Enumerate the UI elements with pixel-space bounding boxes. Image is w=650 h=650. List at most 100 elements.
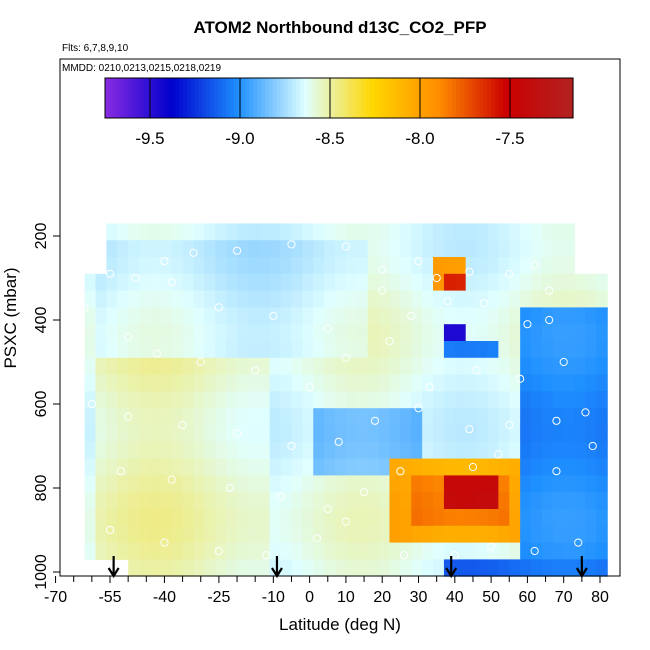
heatmap-cell (356, 307, 369, 325)
sample-point (516, 374, 525, 383)
heatmap-cell (509, 341, 521, 359)
heatmap-cell (531, 324, 543, 342)
heatmap-cell (313, 559, 325, 577)
heatmap-cell (128, 341, 140, 359)
heatmap-cell (258, 307, 271, 325)
heatmap-cell (95, 441, 107, 460)
heatmap-cell (171, 273, 184, 292)
heatmap-cell (520, 357, 532, 376)
heatmap-cell (149, 273, 162, 292)
sample-point (378, 286, 387, 295)
heatmap-cell (378, 525, 390, 544)
heatmap-cell (454, 441, 467, 460)
heatmap-cell (367, 240, 380, 258)
heatmap-cell (552, 307, 565, 325)
sample-point (105, 269, 115, 278)
heatmap-cell (182, 408, 194, 426)
heatmap-cell (433, 525, 445, 544)
sample-point (178, 420, 187, 430)
heatmap-cell (356, 341, 369, 359)
heatmap-cell (422, 408, 434, 426)
heatmap-cell (400, 509, 412, 527)
heatmap-cell (400, 374, 412, 392)
heatmap-cell (324, 475, 336, 493)
heatmap-cell (552, 542, 565, 560)
heatmap-cell (574, 324, 586, 342)
heatmap-cell (204, 223, 216, 241)
heatmap-cell (552, 223, 565, 241)
heatmap-cell (345, 458, 358, 476)
heatmap-cell (476, 290, 488, 308)
colorbar-segment (116, 78, 122, 118)
heatmap-cell (563, 492, 576, 510)
colorbar-segment (307, 78, 313, 118)
heatmap-cell (302, 509, 314, 527)
heatmap-cell (443, 290, 456, 308)
heatmap-cell (443, 240, 456, 258)
heatmap-cell (324, 509, 336, 527)
heatmap-cell (367, 324, 380, 342)
heatmap-cell (411, 525, 423, 544)
heatmap-cell (193, 273, 205, 292)
colorbar-segment (471, 78, 477, 118)
heatmap-cell (324, 542, 336, 560)
heatmap-cell (498, 273, 510, 292)
heatmap-cell (302, 492, 314, 510)
heatmap-cell (465, 357, 478, 376)
heatmap-cell (367, 559, 380, 577)
heatmap-cell (313, 542, 325, 560)
heatmap-cell (345, 374, 358, 392)
heatmap-cell (422, 341, 434, 359)
heatmap-cell (237, 408, 249, 426)
heatmap-cell (356, 391, 369, 409)
colorbar-segment (557, 78, 562, 118)
heatmap-cell (541, 525, 554, 544)
heatmap-cell (193, 240, 205, 258)
colorbar-segment (264, 78, 270, 118)
colorbar-segment (374, 78, 379, 118)
colorbar-segment (159, 78, 165, 118)
colorbar-segment (339, 78, 344, 118)
heatmap-cell (520, 492, 532, 510)
colorbar-segment (502, 78, 508, 118)
heatmap-cell (302, 341, 314, 359)
heatmap-cell (84, 441, 96, 460)
heatmap-cell (541, 542, 554, 560)
heatmap-cell (193, 223, 205, 241)
colorbar-segment (163, 78, 168, 118)
heatmap-cell (454, 509, 467, 527)
heatmap-cell (335, 509, 347, 527)
sample-points (65, 240, 597, 560)
heatmap-cell (443, 542, 456, 560)
heatmap-cell (433, 341, 445, 359)
heatmap-cell (465, 257, 478, 275)
heatmap-cell (345, 240, 358, 258)
heatmap-cell (465, 324, 478, 342)
heatmap-cell (585, 475, 597, 493)
heatmap-cell (193, 509, 205, 527)
heatmap-cell (345, 257, 358, 275)
heatmap-cell (596, 425, 608, 443)
colorbar-segment (190, 78, 196, 118)
heatmap-cell (509, 257, 521, 275)
heatmap-cell (95, 307, 107, 325)
heatmap-cell (106, 341, 118, 359)
heatmap-cell (378, 425, 390, 443)
colorbar-segment (288, 78, 293, 118)
colorbar-segment (366, 78, 371, 118)
heatmap-cell (258, 324, 271, 342)
heatmap-cell (171, 307, 184, 325)
heatmap-cell (389, 475, 401, 493)
heatmap-cell (433, 257, 445, 275)
heatmap-cell (531, 559, 543, 577)
heatmap-cell (247, 374, 260, 392)
heatmap-cell (454, 357, 467, 376)
heatmap-cell (411, 542, 423, 560)
heatmap-cell (139, 441, 151, 460)
colorbar-segment (331, 78, 336, 118)
heatmap-cell (313, 391, 325, 409)
heatmap-cell (531, 290, 543, 308)
heatmap-cell (531, 492, 543, 510)
heatmap-cell (345, 509, 358, 527)
heatmap-cell (585, 290, 597, 308)
